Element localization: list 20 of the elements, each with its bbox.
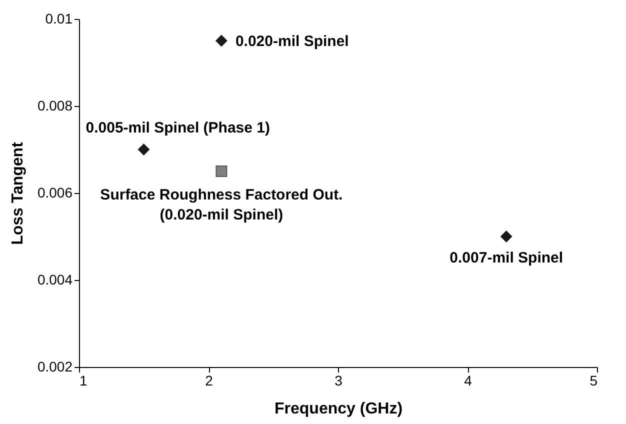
y-tick-label: 0.006: [37, 184, 73, 200]
x-tick-label: 5: [590, 372, 598, 388]
y-tick-label: 0.01: [45, 10, 73, 26]
annotation: 0.020-mil Spinel: [235, 32, 349, 50]
annotation: Surface Roughness Factored Out. (0.020-mil Spinel): [100, 186, 343, 224]
annotation: 0.005-mil Spinel (Phase 1): [86, 120, 270, 136]
x-tick-label: 3: [334, 372, 343, 388]
y-tick-label: 0.004: [37, 272, 73, 288]
x-tick-label: 4: [464, 372, 472, 388]
y-tick-label: 0.002: [37, 358, 73, 374]
point: [138, 144, 150, 156]
y-axis-title: Loss Tangent: [9, 141, 26, 245]
point: [500, 230, 512, 242]
x-tick-label: 1: [80, 372, 88, 388]
y-tick-label: 0.008: [37, 98, 73, 114]
x-tick-label: 2: [205, 372, 214, 388]
annotation: 0.007-mil Spinel: [450, 250, 564, 266]
x-axis-title: Frequency (GHz): [274, 400, 403, 418]
point: [216, 35, 228, 46]
point: [216, 166, 228, 177]
